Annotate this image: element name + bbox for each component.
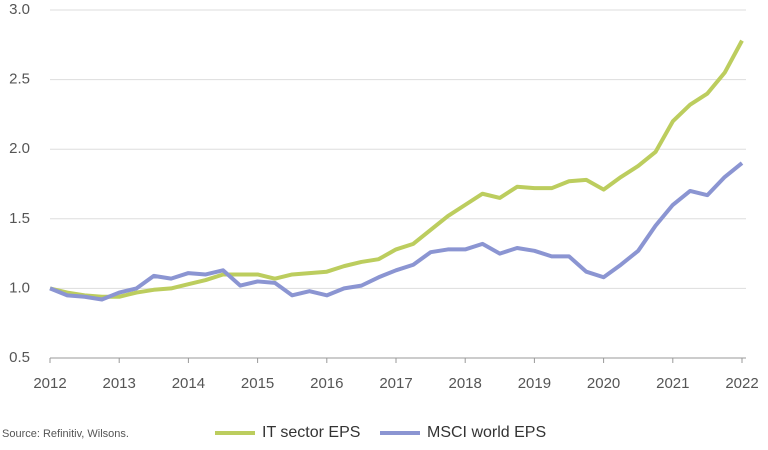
x-tick-label: 2012	[33, 375, 66, 392]
y-tick-label: 3.0	[9, 1, 30, 18]
x-tick-label: 2021	[656, 375, 689, 392]
series-line	[49, 39, 744, 299]
x-tick-label: 2018	[449, 375, 482, 392]
source-note: Source: Refinitiv, Wilsons.	[2, 428, 129, 440]
x-tick-label: 2020	[587, 375, 620, 392]
y-tick-label: 1.0	[9, 279, 30, 296]
x-tick-label: 2022	[725, 375, 758, 392]
legend-label: MSCI world EPS	[427, 424, 546, 441]
y-tick-label: 0.5	[9, 349, 30, 366]
x-tick-label: 2013	[103, 375, 136, 392]
y-tick-label: 1.5	[9, 210, 30, 227]
x-tick-label: 2017	[379, 375, 412, 392]
x-tick-label: 2019	[518, 375, 551, 392]
x-tick-label: 2015	[241, 375, 274, 392]
x-tick-label: 2014	[172, 375, 205, 392]
x-tick-label: 2016	[310, 375, 343, 392]
y-tick-label: 2.0	[9, 140, 30, 157]
y-tick-label: 2.5	[9, 71, 30, 88]
series-line	[49, 161, 744, 302]
legend-label: IT sector EPS	[262, 424, 360, 441]
